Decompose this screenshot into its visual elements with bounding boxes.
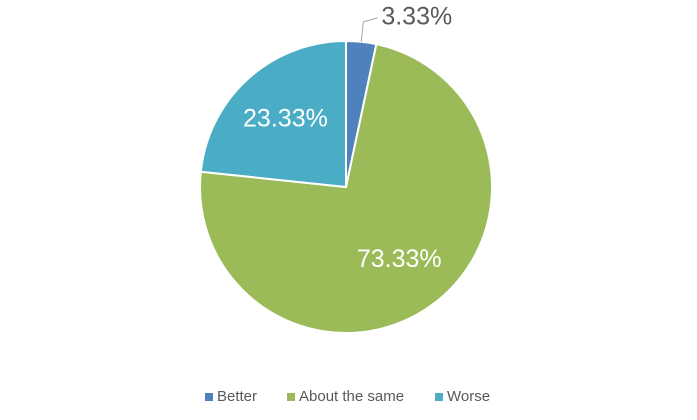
pie-slice [199,42,493,334]
legend-marker [287,393,295,401]
data-label: 23.33% [243,104,328,132]
legend-label: Worse [447,388,490,405]
data-label: 73.33% [357,245,442,273]
legend-marker [435,393,443,401]
legend-marker [205,393,213,401]
legend-label: Better [217,388,257,405]
legend-label: About the same [299,388,404,405]
leader-line [360,17,378,42]
data-label: 3.33% [381,3,452,31]
pie-slice [199,39,347,189]
